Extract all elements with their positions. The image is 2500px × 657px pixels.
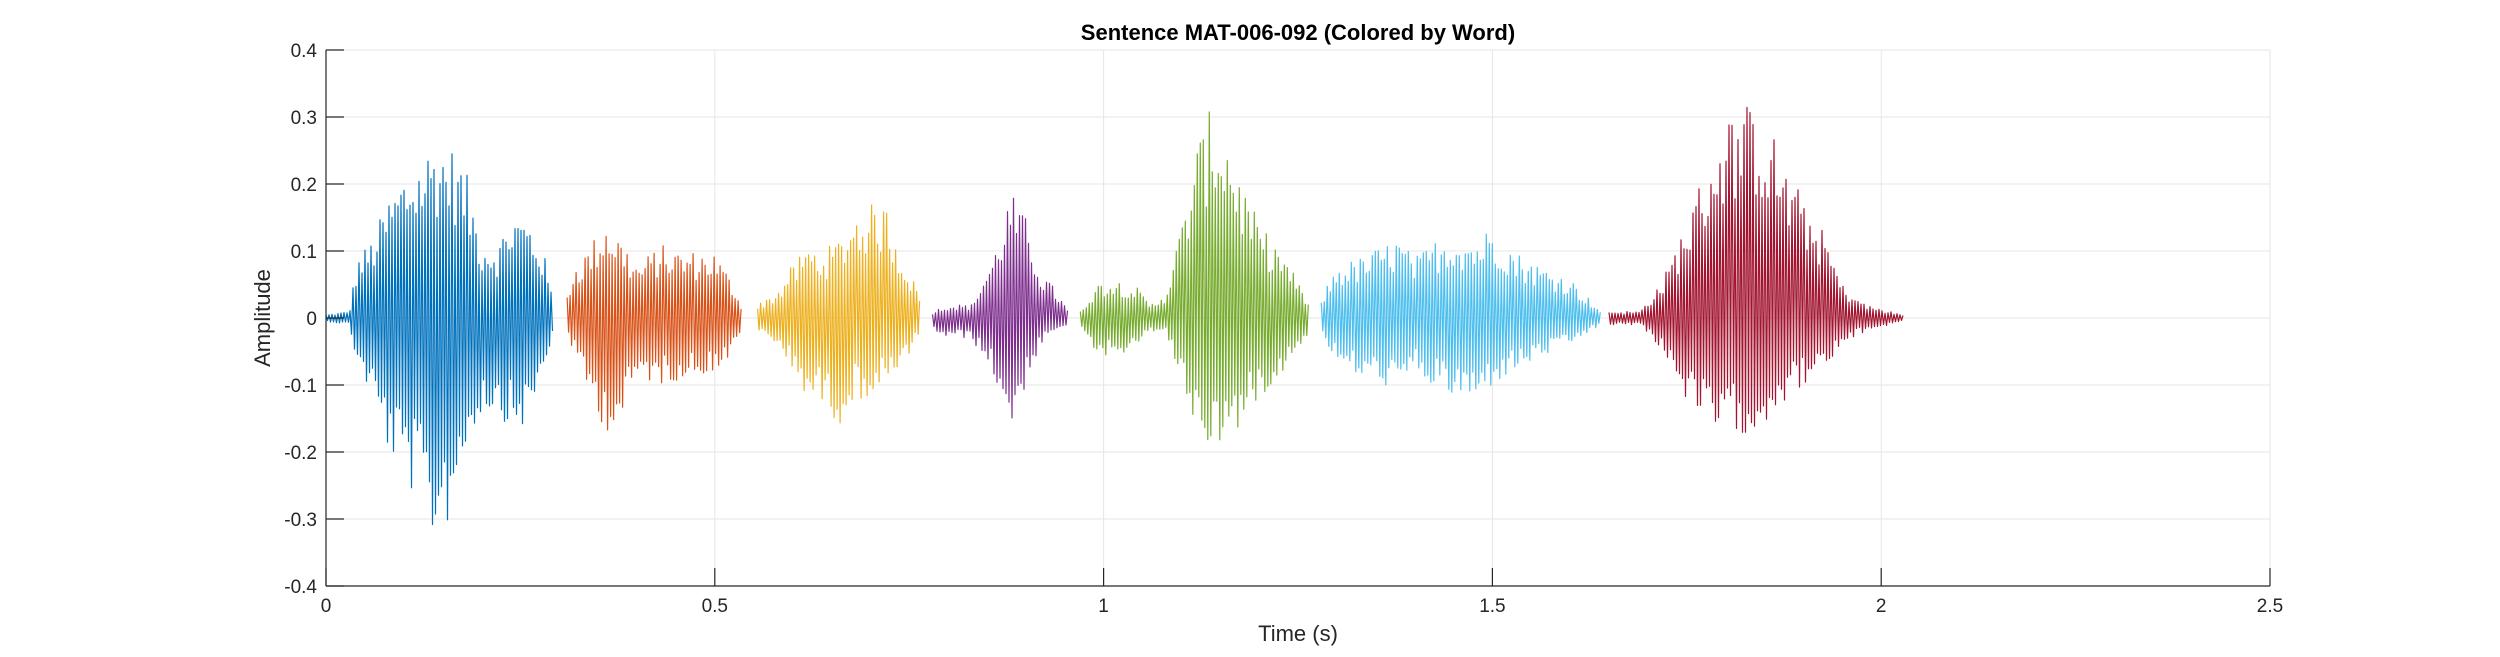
y-tick-label: 0.1 bbox=[291, 242, 317, 263]
waveform-series-4 bbox=[931, 197, 1069, 419]
y-tick-label: 0.4 bbox=[291, 41, 318, 62]
x-tick-labels: 0 0.5 1 1.5 2 2.5 bbox=[321, 596, 2284, 617]
waveform-series-7 bbox=[1608, 106, 1904, 433]
tick-marks bbox=[325, 49, 2271, 587]
y-tick-label: 0.2 bbox=[291, 175, 317, 196]
y-tick-label: 0 bbox=[306, 309, 317, 330]
x-tick-label: 1 bbox=[1098, 596, 1109, 617]
waveform-series-6 bbox=[1320, 233, 1601, 393]
x-tick-label: 1.5 bbox=[1479, 596, 1505, 617]
waveform-series-2 bbox=[566, 235, 742, 431]
x-tick-label: 2.5 bbox=[2257, 596, 2283, 617]
x-tick-label: 0 bbox=[321, 596, 332, 617]
y-tick-label: -0.4 bbox=[284, 577, 317, 598]
x-tick-label: 2 bbox=[1876, 596, 1887, 617]
y-tick-label: 0.3 bbox=[291, 108, 317, 129]
y-tick-label: -0.2 bbox=[284, 443, 317, 464]
waveform-series-5 bbox=[1079, 111, 1309, 441]
waveform-series-1 bbox=[325, 153, 554, 526]
y-tick-label: -0.3 bbox=[284, 510, 317, 531]
chart-title: Sentence MAT-006-092 (Colored by Word) bbox=[1081, 20, 1515, 45]
x-tick-label: 0.5 bbox=[702, 596, 728, 617]
y-tick-labels: 0.4 0.3 0.2 0.1 0 -0.1 -0.2 -0.3 -0.4 bbox=[284, 41, 317, 598]
y-axis-label: Amplitude bbox=[250, 269, 275, 367]
x-axis-label: Time (s) bbox=[1258, 621, 1338, 646]
waveform-series-group bbox=[325, 106, 1904, 526]
y-tick-label: -0.1 bbox=[284, 376, 317, 397]
waveform-series-3 bbox=[757, 204, 921, 424]
